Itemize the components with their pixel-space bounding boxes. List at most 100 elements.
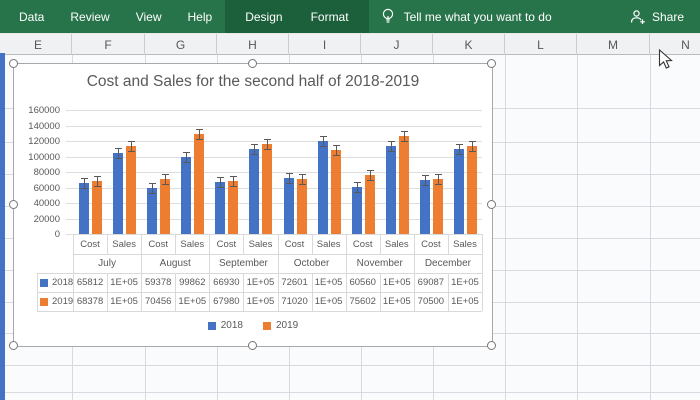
axis-month-label: December	[424, 258, 471, 269]
chart-resize-handle[interactable]	[487, 59, 496, 68]
column-header-M[interactable]: M	[577, 34, 650, 55]
table-border-v	[107, 273, 109, 311]
bar-2018-november-cost[interactable]	[351, 187, 362, 234]
bar-2018-december-sales[interactable]	[453, 148, 464, 234]
bar-2019-july-cost[interactable]	[92, 181, 102, 234]
bar-2018-july-sales[interactable]	[113, 152, 124, 234]
chart-resize-handle[interactable]	[487, 341, 496, 350]
bar-2019-december-sales[interactable]	[466, 146, 477, 234]
error-bar-line	[186, 151, 188, 162]
error-bar-cap-bottom	[353, 192, 361, 194]
legend-item-2018[interactable]: 2018	[207, 320, 243, 331]
bar-2019-october-cost[interactable]	[296, 178, 307, 234]
axis-subcategory-label: Cost	[148, 238, 168, 250]
legend-item-2019[interactable]: 2019	[263, 320, 298, 331]
legend-label: 2018	[220, 320, 243, 331]
bar-2019-september-cost[interactable]	[228, 181, 239, 234]
error-bar-cap-top	[162, 174, 170, 176]
error-bar-line	[152, 182, 154, 193]
error-bar-line	[301, 173, 303, 184]
table-value-cell: 1E+05	[246, 296, 275, 307]
chart-resize-handle[interactable]	[9, 59, 18, 68]
bar-2018-december-cost[interactable]	[419, 180, 430, 234]
table-value-cell: 1E+05	[178, 296, 207, 307]
bar-2019-october-sales[interactable]	[330, 150, 341, 234]
bar-2019-september-sales[interactable]	[262, 144, 273, 234]
tab-review[interactable]: Review	[70, 9, 110, 24]
tab-design[interactable]: Design	[245, 9, 283, 24]
bar-2018-september-cost[interactable]	[215, 182, 226, 234]
bar-2018-november-sales[interactable]	[385, 146, 396, 234]
column-header-L[interactable]: L	[505, 34, 577, 55]
sheet-gridline-v	[577, 55, 578, 400]
error-bar-line	[233, 176, 235, 187]
bar-2018-october-sales[interactable]	[317, 141, 328, 234]
chart-resize-handle[interactable]	[9, 200, 18, 209]
column-header-H[interactable]: H	[217, 34, 289, 55]
error-bar-cap-top	[366, 170, 374, 172]
bar-2019-july-sales[interactable]	[126, 146, 137, 234]
bar-2019-august-sales[interactable]	[194, 134, 205, 234]
table-border-v	[345, 273, 347, 311]
bar-2018-august-cost[interactable]	[147, 187, 158, 234]
table-value-cell: 1E+05	[382, 296, 411, 307]
table-border-v	[311, 234, 313, 254]
error-bar-line	[369, 170, 371, 181]
chart-resize-handle[interactable]	[487, 200, 496, 209]
column-header-F[interactable]: F	[72, 34, 145, 55]
column-header-N[interactable]: N	[650, 34, 700, 55]
error-bar-cap-top	[251, 143, 259, 145]
bar-2018-august-sales[interactable]	[181, 156, 192, 234]
axis-month-label: August	[159, 258, 191, 269]
column-header-I[interactable]: I	[289, 34, 361, 55]
error-bar-cap-top	[115, 147, 123, 149]
chart-title[interactable]: Cost and Sales for the second half of 20…	[86, 73, 420, 90]
table-border-h	[37, 311, 482, 312]
y-axis-tick-label: 100000	[28, 151, 60, 163]
bar-2019-december-cost[interactable]	[432, 179, 443, 234]
table-series-label-2018: 2018	[37, 273, 73, 292]
axis-subcategory-label: Cost	[80, 238, 100, 250]
column-header-G[interactable]: G	[145, 34, 217, 55]
column-header-K[interactable]: K	[433, 34, 505, 55]
tab-view[interactable]: View	[135, 9, 162, 24]
tell-me-box[interactable]: Tell me what you want to do	[381, 0, 552, 33]
bar-2019-august-cost[interactable]	[160, 179, 171, 234]
sheet-gridline-h	[5, 365, 700, 366]
chart-resize-handle[interactable]	[9, 341, 18, 350]
bar-2018-october-cost[interactable]	[283, 177, 294, 234]
table-border-h	[37, 292, 482, 293]
chart-resize-handle[interactable]	[248, 341, 257, 350]
left-pane-strip	[0, 53, 5, 400]
column-header-J[interactable]: J	[361, 34, 433, 55]
bar-2018-september-sales[interactable]	[249, 148, 260, 234]
y-axis-tick-label: 140000	[28, 120, 60, 132]
error-bar-line	[471, 141, 473, 152]
table-border-v	[379, 273, 381, 311]
table-border-v	[243, 234, 245, 254]
share-button[interactable]: Share	[630, 0, 684, 33]
tab-format[interactable]: Format	[310, 9, 349, 24]
table-border-v	[209, 254, 211, 273]
y-axis-tick-label: 0	[54, 229, 60, 240]
axis-month-label: July	[98, 258, 116, 269]
error-bar-line	[403, 130, 405, 141]
error-bar-line	[424, 175, 426, 186]
chart-object[interactable]: Cost and Sales for the second half of 20…	[9, 59, 496, 350]
error-bar-cap-top	[400, 130, 408, 132]
tab-data[interactable]: Data	[19, 9, 45, 24]
table-border-v	[209, 273, 211, 311]
tab-help[interactable]: Help	[187, 9, 213, 24]
chart-resize-handle[interactable]	[248, 59, 257, 68]
error-bar-line	[118, 147, 120, 158]
series-name: 2019	[52, 296, 74, 307]
bar-2018-july-cost[interactable]	[79, 182, 89, 234]
bar-2019-november-sales[interactable]	[398, 135, 409, 234]
chart-legend[interactable]: 2018 2019	[14, 320, 492, 331]
column-header-E[interactable]: E	[5, 34, 72, 55]
chart-gridline	[66, 187, 482, 189]
legend-swatch-2019	[263, 321, 271, 330]
lightbulb-icon	[381, 8, 395, 25]
bar-2019-november-cost[interactable]	[364, 175, 375, 234]
